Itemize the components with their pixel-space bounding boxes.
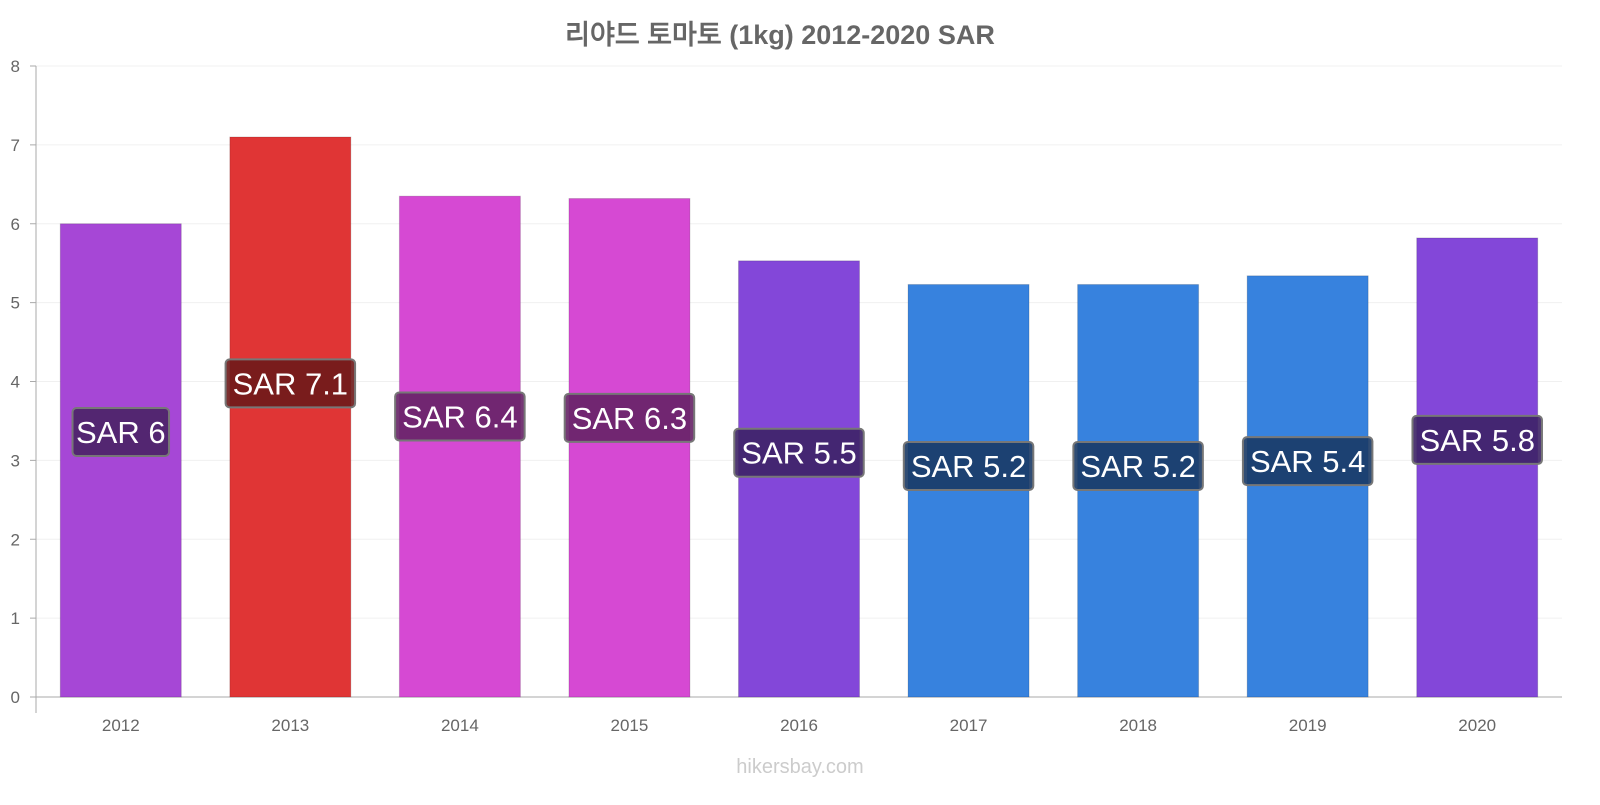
data-label: SAR 6.4	[402, 400, 517, 435]
data-label-box	[563, 392, 696, 443]
x-tick-label: 2015	[611, 716, 649, 735]
y-tick-label: 5	[11, 294, 20, 313]
data-label: SAR 5.5	[741, 436, 856, 471]
data-label-box	[1072, 440, 1204, 491]
x-tick-label: 2017	[950, 716, 988, 735]
data-label: SAR 5.2	[911, 449, 1026, 484]
y-tick-label: 8	[11, 57, 20, 76]
chart-title: 리야드 토마토 (1kg) 2012-2020 SAR	[565, 20, 995, 50]
watermark: hikersbay.com	[736, 756, 863, 778]
data-label: SAR 6	[76, 415, 166, 450]
y-tick-label: 2	[11, 530, 20, 549]
x-tick-label: 2020	[1458, 716, 1496, 735]
bar	[568, 198, 691, 698]
data-label: SAR 6.3	[572, 401, 687, 436]
x-tick-label: 2018	[1119, 716, 1157, 735]
y-tick-label: 4	[11, 373, 20, 392]
y-tick-label: 1	[11, 609, 20, 628]
data-label-box	[733, 427, 865, 478]
data-label-box	[224, 358, 357, 409]
data-label-box	[902, 440, 1035, 491]
bar	[738, 260, 860, 698]
data-label: SAR 7.1	[233, 366, 348, 401]
y-tick-label: 0	[11, 688, 20, 707]
x-tick-label: 2016	[780, 716, 818, 735]
data-label: SAR 5.4	[1250, 444, 1365, 479]
data-label-box	[71, 406, 171, 457]
x-tick-label: 2013	[271, 716, 309, 735]
data-label: SAR 5.8	[1419, 423, 1534, 458]
bar	[1246, 275, 1369, 698]
data-label-box	[1241, 436, 1374, 487]
data-label-box	[1411, 414, 1543, 465]
x-tick-label: 2019	[1289, 716, 1327, 735]
y-tick-label: 3	[11, 451, 20, 470]
bar	[59, 223, 182, 698]
data-label-box	[394, 391, 526, 442]
bar	[1416, 237, 1539, 698]
bar	[398, 195, 521, 698]
x-tick-label: 2014	[441, 716, 479, 735]
y-tick-label: 7	[11, 136, 20, 155]
bar	[229, 136, 352, 698]
y-tick-label: 6	[11, 215, 20, 234]
x-tick-label: 2012	[102, 716, 140, 735]
data-label: SAR 5.2	[1080, 449, 1195, 484]
